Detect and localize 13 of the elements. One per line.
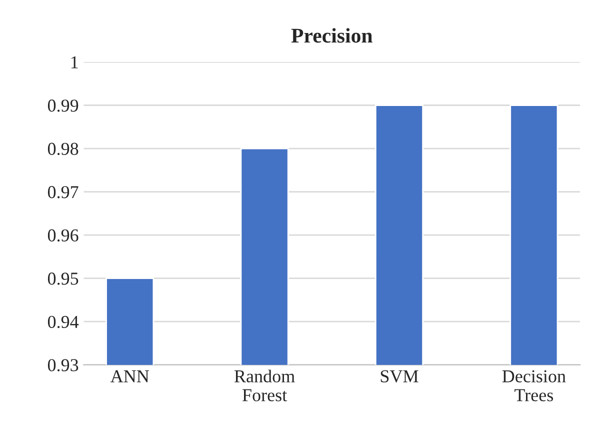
- x-tick-label: ANN: [110, 370, 149, 382]
- y-tick-label: 0.93: [48, 359, 78, 372]
- y-tick-label: 0.94: [48, 316, 79, 328]
- y-tick-label: 0.96: [48, 229, 78, 242]
- y-tick-label: 0.95: [48, 272, 78, 285]
- y-tick-label: 0.97: [48, 186, 78, 198]
- y-tick-label: 0.99: [48, 100, 78, 112]
- y-tick-label: 0.98: [48, 142, 78, 156]
- x-tick-label: Decision Trees: [502, 370, 566, 402]
- y-tick-label: 1: [71, 56, 78, 68]
- chart-title: Precision: [291, 28, 372, 43]
- x-tick-label: SVM: [380, 370, 418, 382]
- x-tick-label: Random Forest: [234, 370, 295, 402]
